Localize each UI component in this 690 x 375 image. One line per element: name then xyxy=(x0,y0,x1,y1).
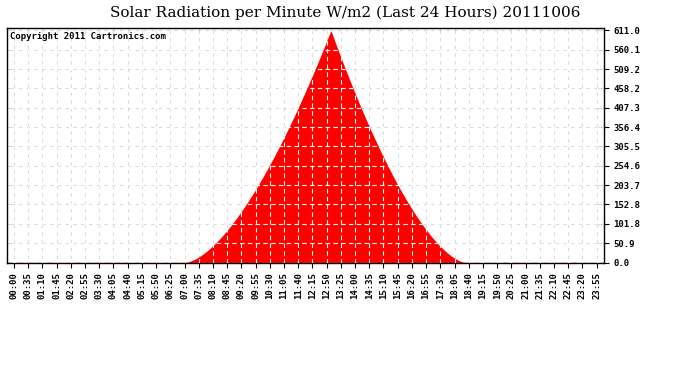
Text: Solar Radiation per Minute W/m2 (Last 24 Hours) 20111006: Solar Radiation per Minute W/m2 (Last 24… xyxy=(110,6,580,20)
Text: Copyright 2011 Cartronics.com: Copyright 2011 Cartronics.com xyxy=(10,32,166,40)
